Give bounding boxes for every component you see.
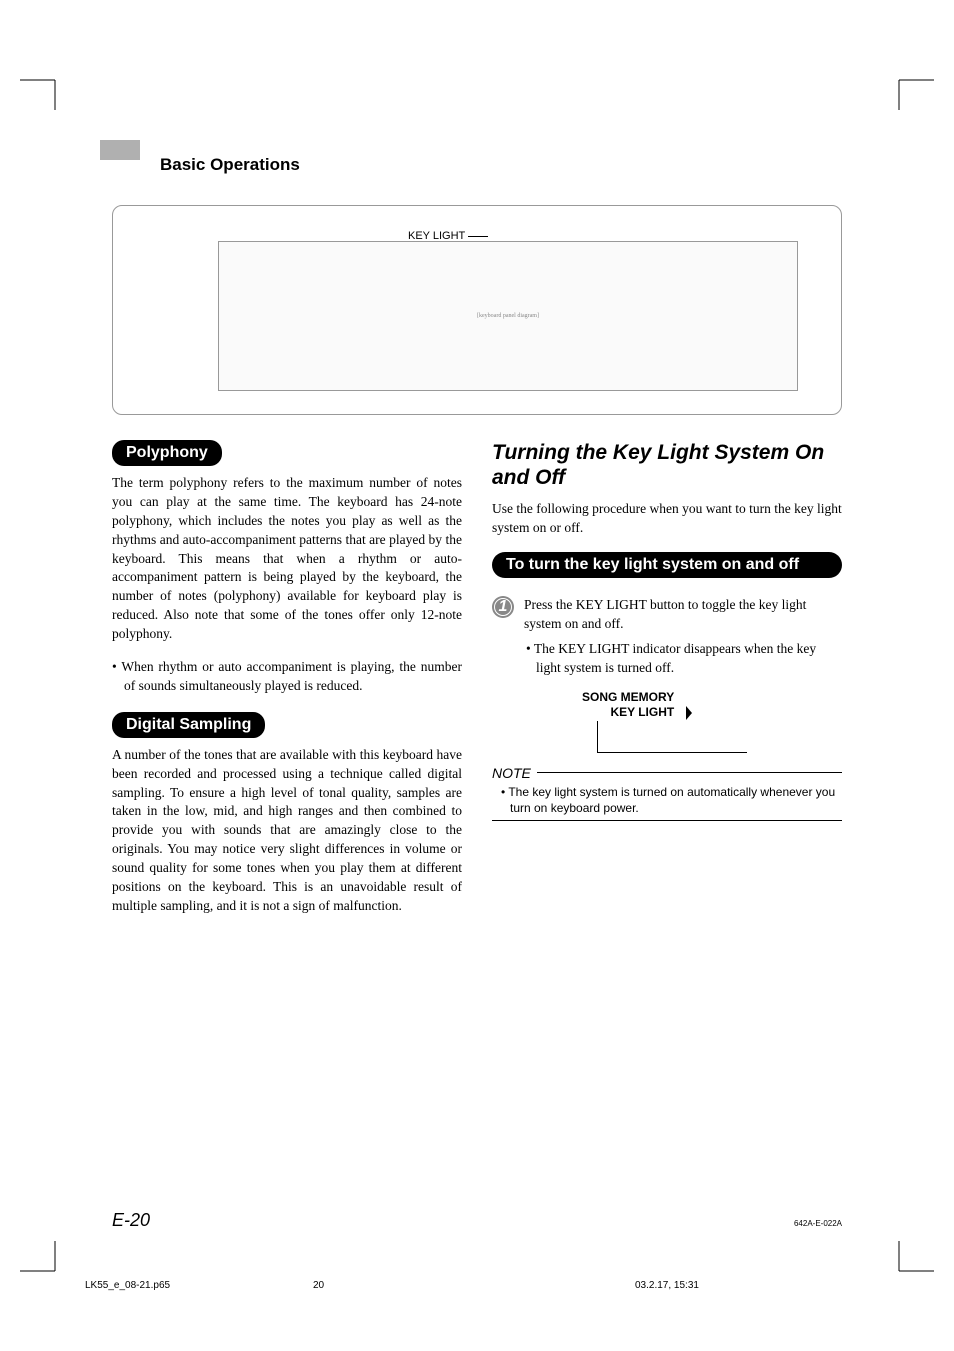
right-column: Turning the Key Light System On and Off … (492, 440, 842, 930)
note-heading: NOTE (492, 765, 842, 781)
step-1-sub: • The KEY LIGHT indicator disappears whe… (492, 640, 842, 678)
indicator-label-1: SONG MEMORY (582, 690, 674, 704)
note-underline (492, 820, 842, 821)
polyphony-heading: Polyphony (112, 440, 222, 466)
indicator-labels: SONG MEMORY KEY LIGHT (582, 690, 674, 721)
note-label: NOTE (492, 765, 531, 781)
crop-mark-br (884, 1241, 934, 1291)
step-1: 1 Press the KEY LIGHT button to toggle t… (492, 596, 842, 634)
footer-pagenum: 20 (313, 1280, 324, 1291)
polyphony-body: The term polyphony refers to the maximum… (112, 474, 462, 644)
note-text: • The key light system is turned on auto… (492, 784, 842, 816)
keylight-subheading: To turn the key light system on and off (492, 552, 842, 578)
indicator-frame (597, 721, 747, 753)
crop-mark-bl (20, 1241, 70, 1291)
footer-timestamp: 03.2.17, 15:31 (635, 1280, 699, 1291)
section-header: Basic Operations (160, 155, 300, 175)
indicator-box: SONG MEMORY KEY LIGHT (582, 690, 752, 753)
content-area: Polyphony The term polyphony refers to t… (112, 440, 842, 930)
keylight-intro: Use the following procedure when you wan… (492, 500, 842, 538)
page-number: E-20 (112, 1210, 150, 1231)
crop-mark-tr (884, 60, 934, 110)
footer-filename: LK55_e_08-21.p65 (85, 1280, 170, 1291)
keyboard-diagram: [keyboard panel diagram] (218, 241, 798, 391)
polyphony-bullet: • When rhythm or auto accompaniment is p… (112, 658, 462, 696)
diagram-pointer-line (468, 236, 488, 237)
indicator-mark-icon (684, 706, 694, 720)
indicator-label-2: KEY LIGHT (610, 705, 674, 719)
keylight-heading: Turning the Key Light System On and Off (492, 440, 842, 490)
crop-mark-tl (20, 60, 70, 110)
left-column: Polyphony The term polyphony refers to t… (112, 440, 462, 930)
sampling-body: A number of the tones that are available… (112, 746, 462, 916)
sampling-heading: Digital Sampling (112, 712, 265, 738)
step-1-text: Press the KEY LIGHT button to toggle the… (524, 596, 842, 634)
page-tab (100, 140, 140, 160)
doc-code: 642A-E-022A (794, 1219, 842, 1228)
step-1-number: 1 (492, 596, 514, 618)
keyboard-diagram-container: KEY LIGHT [keyboard panel diagram] (112, 205, 842, 415)
